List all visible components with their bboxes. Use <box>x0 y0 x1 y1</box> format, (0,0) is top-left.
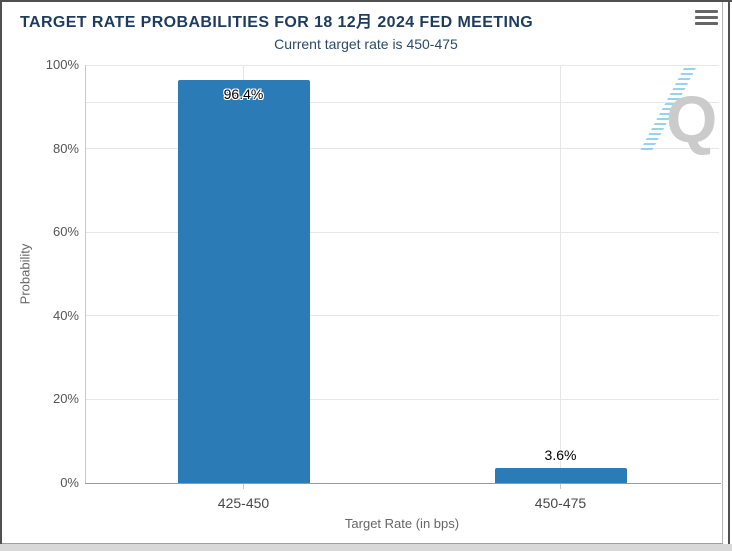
hamburger-menu-icon <box>695 10 718 13</box>
extra-gridline <box>85 102 719 104</box>
y-gridline <box>85 398 719 400</box>
y-tick-label: 80% <box>52 140 79 156</box>
y-tick-label: 40% <box>52 307 79 323</box>
bar[interactable] <box>494 467 627 483</box>
y-axis-title: Probability <box>17 243 33 305</box>
y-gridline <box>85 231 719 233</box>
page-background-strip <box>0 544 732 551</box>
bar-value-label: 96.4% <box>223 86 264 103</box>
chart-subtitle: Current target rate is 450-475 <box>274 36 458 52</box>
x-axis-title: Target Rate (in bps) <box>344 516 460 531</box>
card-border <box>2 543 723 544</box>
frame-border <box>0 0 2 545</box>
quikstrike-watermark-icon: Q <box>666 82 718 156</box>
frame-border <box>728 0 730 545</box>
frame-border <box>0 0 732 2</box>
bar-value-label: 3.6% <box>544 446 577 463</box>
y-gridline <box>85 315 719 317</box>
y-tick-label: 60% <box>52 224 79 240</box>
x-tick-mark <box>560 484 561 489</box>
y-tick-label: 100% <box>45 57 79 72</box>
y-tick-label: 0% <box>60 475 79 490</box>
hamburger-menu-icon <box>695 16 718 19</box>
y-gridline <box>85 64 719 66</box>
bar[interactable] <box>177 80 310 483</box>
x-category-label: 425-450 <box>217 495 270 511</box>
chart-title: TARGET RATE PROBABILITIES FOR 18 12月 202… <box>20 14 534 31</box>
card-border <box>722 2 723 543</box>
x-gridline <box>560 65 561 483</box>
y-gridline <box>85 148 719 150</box>
x-axis-line <box>85 483 721 484</box>
y-axis-line <box>85 65 86 483</box>
hamburger-menu-icon <box>695 22 718 25</box>
chart-context-menu-button[interactable] <box>695 10 718 25</box>
x-category-label: 450-475 <box>534 495 587 511</box>
y-tick-label: 20% <box>52 391 79 407</box>
x-tick-mark <box>243 484 244 489</box>
